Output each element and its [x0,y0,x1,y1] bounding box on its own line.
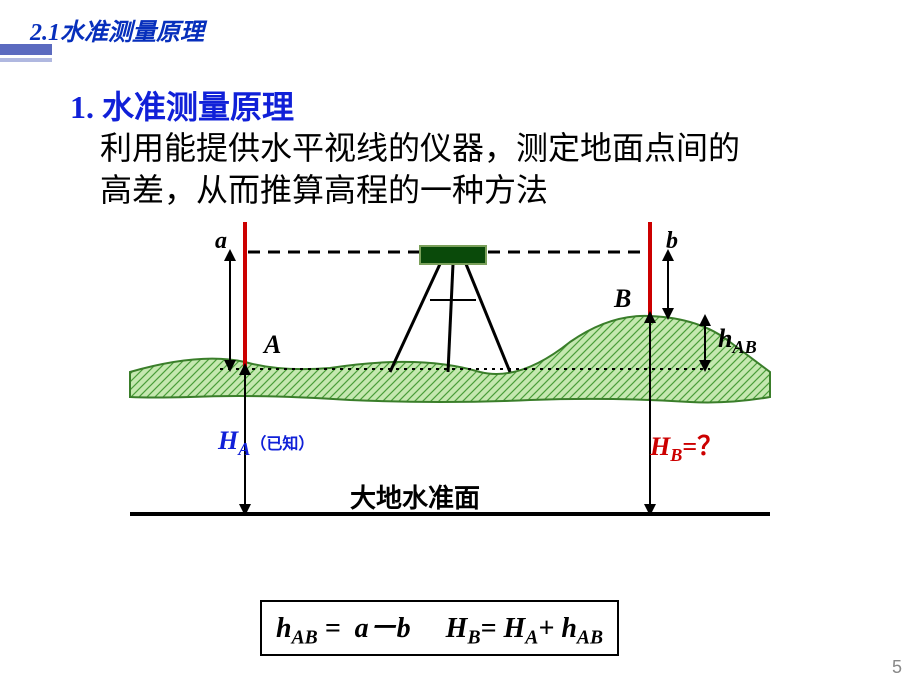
section-number: 2.1水准测量原理 [30,12,204,47]
label-HA: HA（已知） [218,426,314,460]
description-text: 利用能提供水平视线的仪器，测定地面点间的高差，从而推算高程的一种方法 [100,128,740,211]
leveling-diagram: 大地水准面 a b A BhAB HA（已知） HB=？ [90,222,810,552]
formula-box: hAB = a－b HB= HA+ hAB [260,600,619,656]
label-A: A [264,330,281,360]
label-a: a [215,228,227,255]
label-hAB: hAB [718,324,757,358]
label-b: b [666,228,678,255]
label-B: B [614,284,631,314]
section-title: 1. 水准测量原理 [70,82,294,128]
datum-label: 大地水准面 [350,478,480,515]
label-HB: HB=？ [650,426,723,466]
page-number: 5 [892,657,902,678]
